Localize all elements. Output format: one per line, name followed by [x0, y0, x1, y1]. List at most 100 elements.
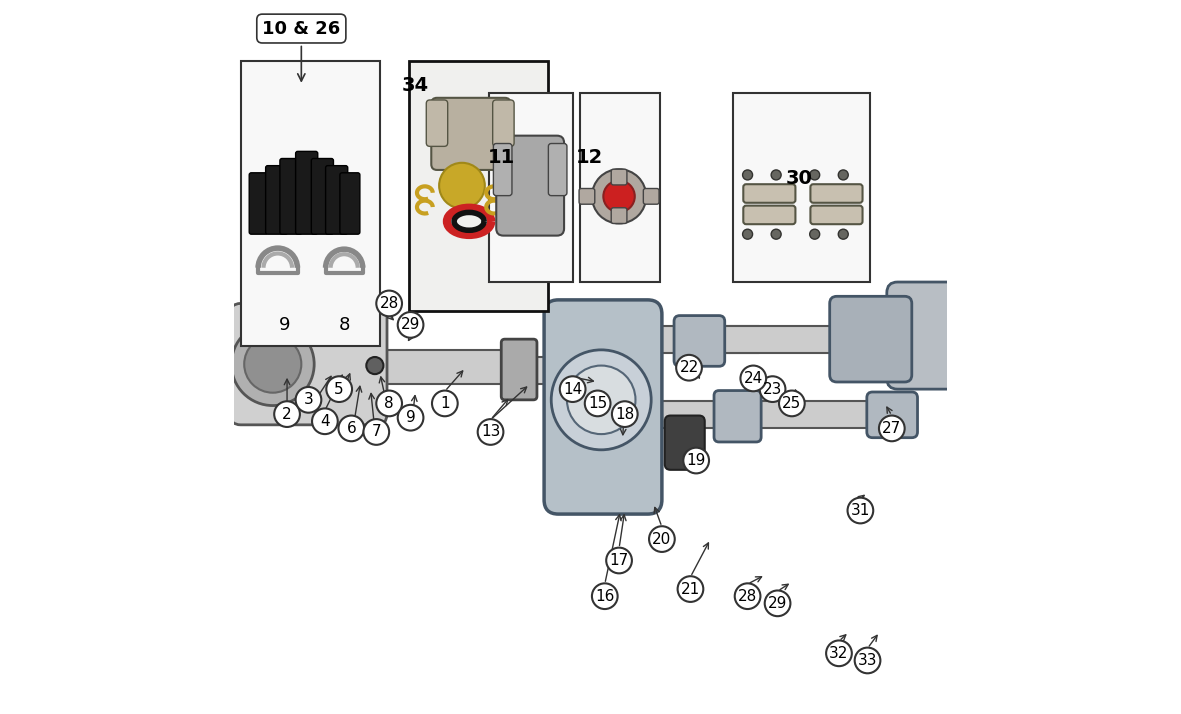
FancyBboxPatch shape: [431, 98, 510, 170]
Circle shape: [771, 229, 781, 239]
Circle shape: [387, 298, 397, 308]
Circle shape: [592, 169, 646, 223]
Text: 29: 29: [400, 317, 420, 333]
FancyBboxPatch shape: [312, 159, 333, 234]
Circle shape: [879, 416, 905, 441]
Text: 17: 17: [609, 553, 628, 568]
FancyBboxPatch shape: [249, 173, 268, 234]
FancyBboxPatch shape: [715, 391, 761, 442]
FancyBboxPatch shape: [633, 401, 730, 428]
Circle shape: [735, 583, 761, 609]
Text: 14: 14: [563, 381, 582, 397]
FancyBboxPatch shape: [409, 61, 548, 311]
FancyBboxPatch shape: [810, 184, 862, 203]
FancyBboxPatch shape: [266, 166, 288, 234]
FancyBboxPatch shape: [494, 144, 511, 196]
FancyBboxPatch shape: [887, 282, 958, 389]
FancyBboxPatch shape: [340, 173, 360, 234]
Text: 20: 20: [652, 531, 672, 547]
Circle shape: [326, 376, 352, 402]
Text: 27: 27: [882, 421, 901, 436]
FancyBboxPatch shape: [426, 100, 448, 146]
Text: 2: 2: [282, 406, 292, 422]
Text: 4: 4: [320, 413, 329, 429]
FancyBboxPatch shape: [295, 151, 318, 234]
Circle shape: [560, 376, 586, 402]
FancyBboxPatch shape: [548, 144, 567, 196]
Circle shape: [839, 229, 848, 239]
FancyBboxPatch shape: [241, 61, 380, 346]
Circle shape: [839, 170, 848, 180]
FancyBboxPatch shape: [496, 136, 565, 236]
Text: 28: 28: [738, 588, 757, 604]
Text: 28: 28: [379, 296, 399, 311]
Circle shape: [592, 583, 618, 609]
Text: 9: 9: [406, 410, 416, 426]
Circle shape: [810, 170, 820, 180]
Circle shape: [339, 416, 364, 441]
Text: 5: 5: [334, 381, 344, 397]
Circle shape: [398, 312, 424, 338]
FancyBboxPatch shape: [733, 93, 870, 282]
Polygon shape: [504, 171, 530, 193]
Circle shape: [810, 229, 820, 239]
Circle shape: [612, 401, 638, 427]
Circle shape: [827, 640, 852, 666]
FancyBboxPatch shape: [743, 206, 796, 224]
FancyBboxPatch shape: [230, 303, 387, 425]
Circle shape: [274, 401, 300, 427]
FancyBboxPatch shape: [753, 401, 879, 428]
Text: 23: 23: [763, 381, 782, 397]
FancyBboxPatch shape: [234, 350, 298, 382]
Text: 6: 6: [346, 421, 357, 436]
FancyBboxPatch shape: [501, 339, 537, 400]
FancyBboxPatch shape: [665, 416, 705, 470]
Text: 18: 18: [615, 406, 634, 422]
FancyBboxPatch shape: [326, 166, 347, 234]
Text: 3: 3: [304, 392, 313, 408]
Text: 11: 11: [488, 148, 515, 166]
Circle shape: [771, 170, 781, 180]
Circle shape: [779, 391, 804, 416]
Circle shape: [765, 590, 790, 616]
Circle shape: [477, 419, 503, 445]
Circle shape: [585, 391, 611, 416]
FancyBboxPatch shape: [579, 188, 595, 204]
FancyBboxPatch shape: [612, 208, 627, 223]
Text: 30: 30: [785, 169, 813, 188]
Circle shape: [743, 229, 752, 239]
Text: 22: 22: [679, 360, 699, 376]
Text: 19: 19: [686, 453, 706, 468]
Text: 1: 1: [441, 396, 450, 411]
Text: 21: 21: [680, 581, 700, 597]
Circle shape: [678, 576, 704, 602]
FancyBboxPatch shape: [718, 326, 846, 353]
Circle shape: [364, 419, 390, 445]
FancyBboxPatch shape: [544, 300, 661, 514]
Text: 8: 8: [339, 316, 350, 334]
Circle shape: [366, 357, 384, 374]
Text: 34: 34: [402, 76, 429, 95]
Text: 8: 8: [384, 396, 394, 411]
Circle shape: [684, 448, 709, 473]
FancyBboxPatch shape: [580, 93, 660, 282]
FancyBboxPatch shape: [867, 392, 918, 438]
Text: 32: 32: [829, 645, 849, 661]
Circle shape: [855, 648, 880, 673]
FancyBboxPatch shape: [280, 159, 302, 234]
Text: 15: 15: [588, 396, 607, 411]
FancyBboxPatch shape: [612, 169, 627, 185]
FancyBboxPatch shape: [492, 100, 514, 146]
Text: 7: 7: [372, 424, 381, 440]
FancyBboxPatch shape: [489, 93, 573, 282]
Text: 10 & 26: 10 & 26: [262, 19, 340, 81]
Circle shape: [552, 350, 651, 450]
Circle shape: [377, 291, 402, 316]
FancyBboxPatch shape: [674, 316, 725, 366]
Circle shape: [743, 170, 752, 180]
FancyBboxPatch shape: [633, 326, 758, 353]
FancyBboxPatch shape: [359, 350, 516, 384]
FancyBboxPatch shape: [520, 357, 580, 384]
Text: 25: 25: [782, 396, 802, 411]
FancyBboxPatch shape: [810, 206, 862, 224]
